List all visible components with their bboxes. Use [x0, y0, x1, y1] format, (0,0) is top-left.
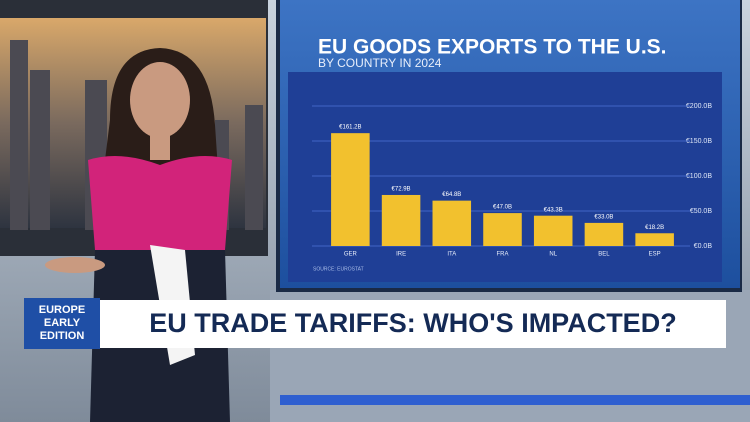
bar: [533, 215, 573, 246]
plot: €0.0B €50.0B €100.0B €150.0B €200.0B GER €161.…: [312, 103, 712, 258]
bar: [483, 213, 522, 246]
headline: EU TRADE TARIFFS: WHO'S IMPACTED?: [149, 308, 676, 338]
x-tick-label: IRE: [396, 252, 406, 258]
y-tick-label: €50.0B: [690, 208, 713, 215]
bar: [432, 200, 472, 246]
floor-light: [280, 395, 750, 405]
x-tick-label: NL: [549, 252, 557, 258]
value-label: €47.0B: [493, 205, 512, 211]
badge-line: EDITION: [40, 330, 85, 342]
y-tick-label: €200.0B: [686, 103, 712, 110]
chart-title: EU GOODS EXPORTS TO THE U.S.: [318, 36, 667, 59]
x-tick-label: BEL: [598, 252, 610, 258]
badge-line: EUROPE: [39, 304, 85, 316]
bar: [381, 194, 421, 246]
x-tick-label: ITA: [447, 252, 456, 258]
x-tick-label: GER: [344, 252, 358, 258]
y-tick-label: €150.0B: [686, 138, 712, 145]
headline-bar: [100, 300, 726, 348]
value-label: €64.8B: [442, 192, 461, 198]
value-label: €33.0B: [594, 214, 613, 220]
bar: [635, 233, 674, 246]
bar: [331, 133, 370, 246]
badge-line: EARLY: [44, 317, 81, 329]
y-tick-label: €100.0B: [686, 173, 712, 180]
value-label: €18.2B: [645, 225, 664, 231]
value-label: €43.3B: [544, 207, 563, 213]
x-tick-label: FRA: [497, 252, 509, 258]
y-tick-label: €0.0B: [694, 243, 713, 250]
value-label: €72.9B: [392, 187, 411, 193]
chart-source: SOURCE: EUROSTAT: [313, 266, 364, 272]
bar: [584, 222, 624, 246]
x-tick-label: ESP: [649, 252, 661, 258]
value-label: €161.2B: [339, 125, 361, 131]
show-badge: [24, 298, 100, 349]
chart-subtitle: BY COUNTRY IN 2024: [318, 56, 442, 70]
